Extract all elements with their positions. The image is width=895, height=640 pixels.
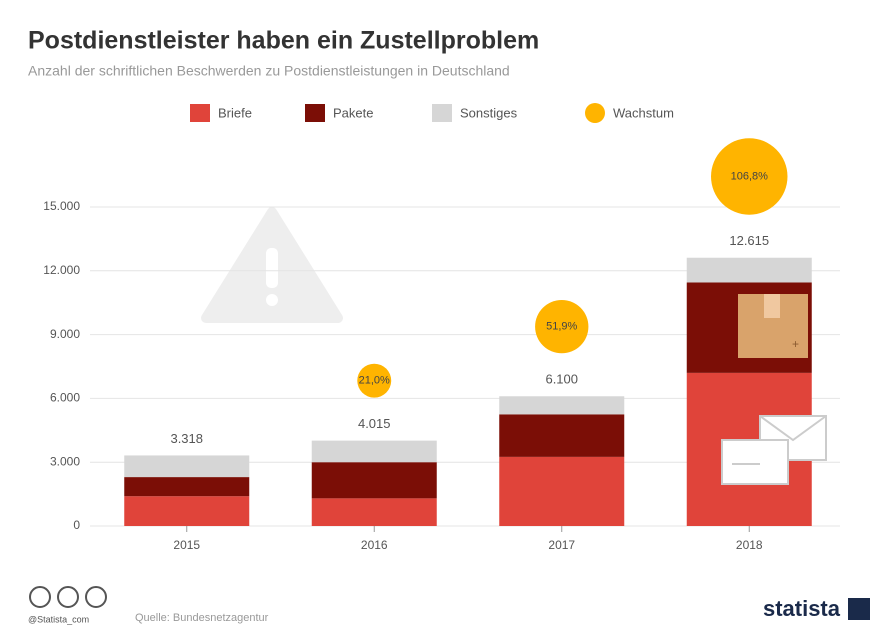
legend-label: Wachstum bbox=[613, 105, 674, 120]
x-tick-label: 2016 bbox=[361, 538, 388, 552]
chart-title: Postdienstleister haben ein Zustellprobl… bbox=[28, 27, 539, 55]
bar-segment bbox=[124, 477, 250, 497]
bar-segment bbox=[499, 396, 625, 415]
brand: statista bbox=[763, 596, 841, 621]
bar-segment bbox=[124, 496, 250, 526]
y-tick-label: 12.000 bbox=[43, 263, 80, 277]
x-tick-label: 2015 bbox=[173, 538, 200, 552]
total-label: 6.100 bbox=[545, 372, 578, 387]
legend-swatch bbox=[585, 103, 605, 123]
growth-label: 51,9% bbox=[546, 321, 577, 333]
bar-segment bbox=[499, 414, 625, 457]
source: Quelle: Bundesnetzagentur bbox=[135, 612, 269, 624]
growth-label: 21,0% bbox=[359, 375, 390, 387]
growth-label: 106,8% bbox=[731, 170, 769, 182]
x-tick-label: 2018 bbox=[736, 538, 763, 552]
growth-bubble bbox=[535, 299, 589, 354]
total-label: 4.015 bbox=[358, 416, 391, 431]
svg-text:+: + bbox=[792, 337, 799, 351]
total-label: 12.615 bbox=[729, 233, 769, 248]
legend-swatch bbox=[190, 104, 210, 122]
bar-segment bbox=[311, 462, 437, 499]
license-icons bbox=[29, 586, 107, 608]
legend-label: Pakete bbox=[333, 105, 373, 120]
chart-subtitle: Anzahl der schriftlichen Beschwerden zu … bbox=[28, 63, 510, 79]
growth-bubble bbox=[357, 363, 392, 398]
letter-icon bbox=[721, 415, 827, 485]
legend-swatch bbox=[432, 104, 452, 122]
package-icon: + bbox=[738, 294, 808, 358]
bar-segment bbox=[311, 440, 437, 463]
bar-segment bbox=[311, 498, 437, 526]
brand-logo bbox=[848, 598, 870, 620]
y-tick-label: 3.000 bbox=[50, 454, 80, 468]
bar-segment bbox=[686, 257, 812, 283]
legend-label: Sonstiges bbox=[460, 105, 518, 120]
y-tick-label: 6.000 bbox=[50, 391, 80, 405]
warning-icon bbox=[201, 207, 343, 323]
y-tick-label: 9.000 bbox=[50, 327, 80, 341]
total-label: 3.318 bbox=[170, 431, 203, 446]
legend-label: Briefe bbox=[218, 105, 252, 120]
bar-segment bbox=[499, 456, 625, 526]
handle: @Statista_com bbox=[28, 614, 89, 624]
x-tick-label: 2017 bbox=[548, 538, 575, 552]
y-tick-label: 15.000 bbox=[43, 199, 80, 213]
y-tick-label: 0 bbox=[73, 518, 80, 532]
bar-segment bbox=[124, 455, 250, 478]
legend-swatch bbox=[305, 104, 325, 122]
growth-bubble bbox=[711, 138, 788, 215]
